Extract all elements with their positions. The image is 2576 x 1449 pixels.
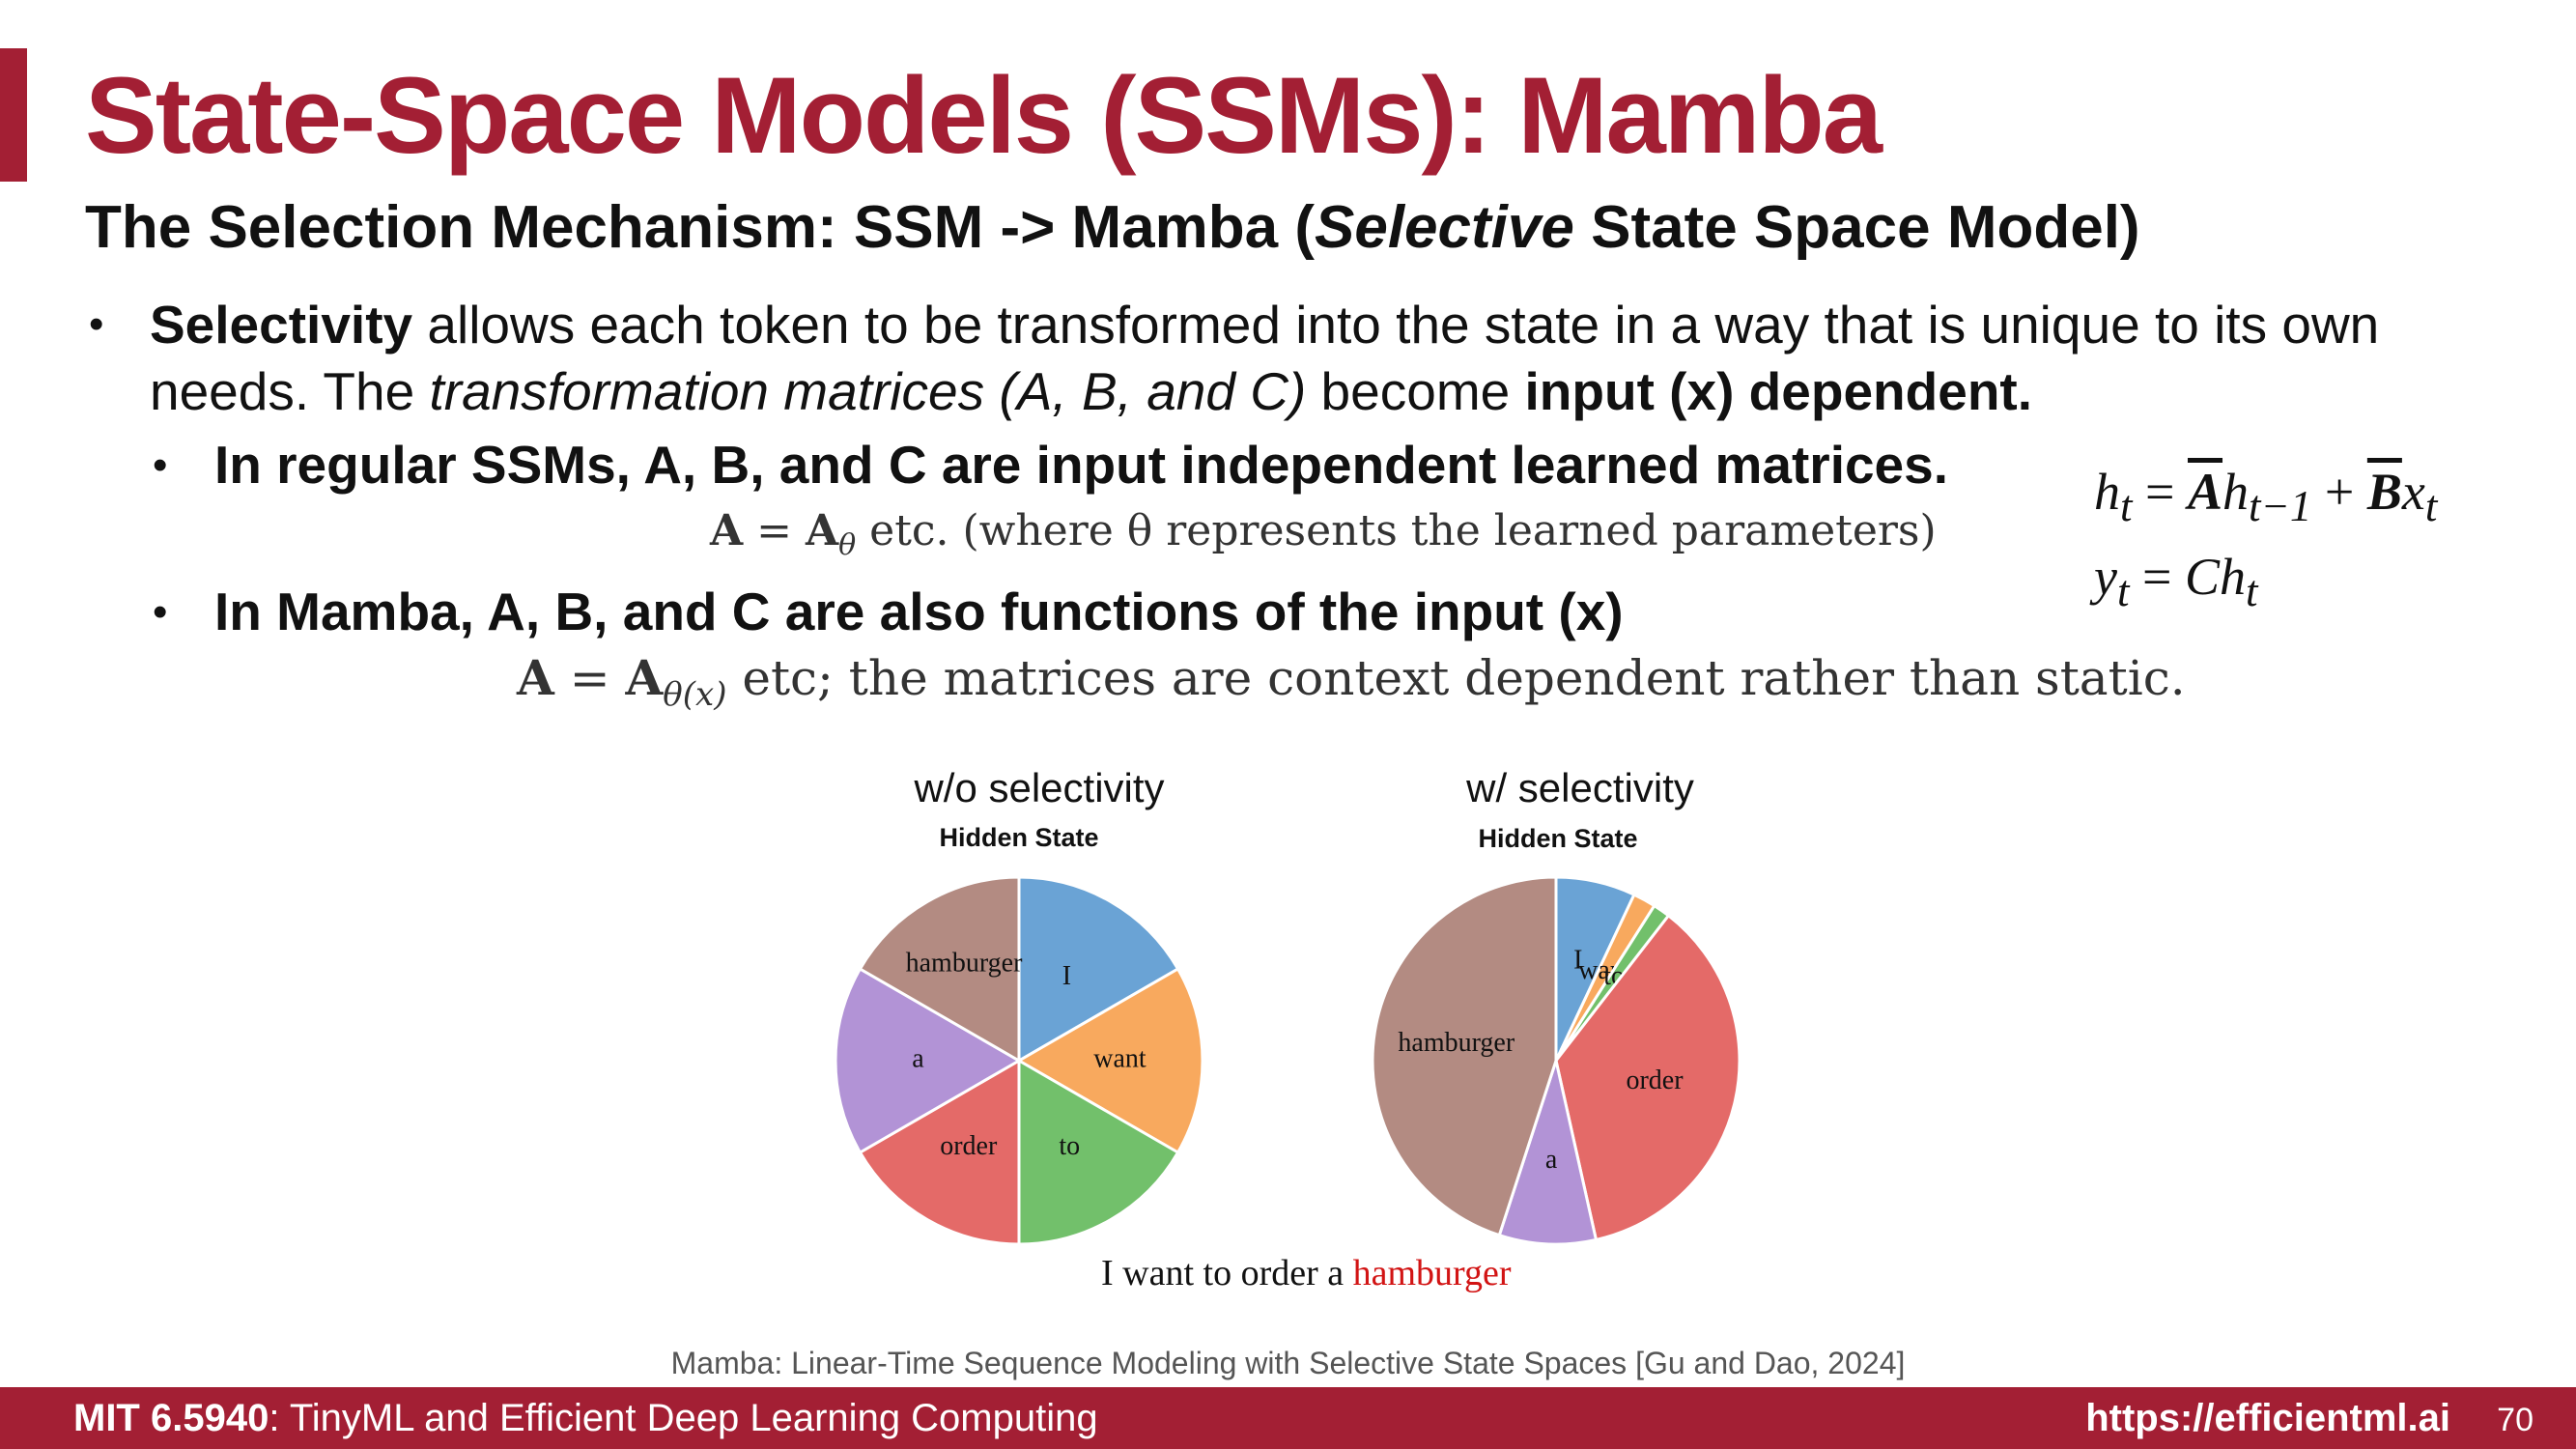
math-lhs: A [710, 506, 744, 555]
slide-subtitle: The Selection Mechanism: SSM -> Mamba (S… [85, 191, 2140, 265]
sub-bullet-dot: • [153, 441, 168, 489]
math-rhs: A [625, 649, 664, 706]
math-rhs: A [805, 506, 839, 555]
eq-sub: t [2116, 566, 2130, 615]
math-eq: = [743, 506, 806, 555]
sentence-text: I want to order a [1101, 1253, 1353, 1293]
bullet-1-line-1: Selectivity allows each token to be tran… [150, 292, 2379, 357]
math-lhs: A [517, 649, 554, 706]
math-sub: θ [838, 527, 857, 562]
sub-bullet-2-math: A = Aθ(x) etc; the matrices are context … [517, 649, 2186, 714]
eq-A-bar: A [2187, 463, 2223, 521]
subtitle-emphasis: Selective [1315, 194, 1574, 261]
pie-slice-I [1017, 875, 1180, 1064]
eq-y: y [2094, 548, 2117, 606]
eq-sub: t−1 [2249, 481, 2312, 530]
pie-slice-order [1554, 913, 1741, 1242]
eq-x: x [2401, 463, 2425, 521]
slide-title: State-Space Models (SSMs): Mamba [85, 55, 1882, 176]
example-sentence: I want to order a hamburger [1101, 1252, 1512, 1294]
pie-label-hamburger: hamburger [906, 949, 1023, 979]
subtitle-part1: The Selection Mechanism: SSM -> Mamba ( [85, 194, 1315, 261]
pie-slice-hamburger [858, 875, 1021, 1064]
eq-sub: t [2120, 481, 2133, 530]
course-name: MIT 6.5940: TinyML and Efficient Deep Le… [73, 1397, 1098, 1439]
citation: Mamba: Linear-Time Sequence Modeling wit… [670, 1346, 1906, 1380]
pie-slice-to [1017, 1058, 1180, 1246]
sub-bullet-dot: • [153, 588, 168, 636]
pie-slice-hamburger [1372, 875, 1558, 1237]
course-title: : TinyML and Efficient Deep Learning Com… [269, 1397, 1098, 1439]
left-chart-title: w/o selectivity [914, 765, 1165, 810]
bullet-1-text-2: needs. The [150, 361, 430, 421]
website-link[interactable]: https://efficientml.ai [2085, 1397, 2450, 1439]
bullet-1-italic: transformation matrices (A, B, and C) [429, 361, 1307, 421]
state-equation: ht = Aht−1 + Bxt [2094, 462, 2437, 531]
right-chart-title: w/ selectivity [1466, 765, 1694, 810]
pie-slice-a [834, 966, 1022, 1155]
eq-sub: t [2245, 566, 2258, 615]
eq-equals: = [2132, 463, 2188, 521]
eq-h: h [2094, 463, 2120, 521]
bullet-1-text-1: allows each token to be transformed into… [412, 295, 2380, 355]
sub-bullet-1-text: In regular SSMs, A, B, and C are input i… [214, 435, 1949, 495]
pie-label-order: order [1626, 1065, 1684, 1095]
pie-label-to: to [1059, 1131, 1080, 1161]
selectivity-term: Selectivity [150, 295, 413, 355]
pie-label-a: a [1545, 1145, 1558, 1175]
sentence-highlight: hamburger [1352, 1253, 1512, 1293]
pie-label-I: I [1573, 945, 1582, 975]
sub-bullet-1-math: A = Aθ etc. (where θ represents the lear… [710, 506, 1937, 562]
left-chart-subtitle: Hidden State [939, 823, 1099, 852]
sub-bullet-2-text: In Mamba, A, B, and C are also functions… [214, 582, 1624, 641]
eq-h: h [2222, 463, 2250, 521]
eq-equals: = [2129, 548, 2185, 606]
math-tail: etc; the matrices are context dependent … [726, 650, 2186, 706]
pie-slice-order [858, 1058, 1021, 1246]
math-tail: etc. (where θ represents the learned par… [856, 506, 1937, 555]
bullet-1-line-2: needs. The transformation matrices (A, B… [150, 358, 2032, 424]
eq-Ch: Ch [2184, 548, 2246, 606]
output-equation: yt = Cht [2094, 547, 2258, 616]
course-code: MIT 6.5940 [73, 1397, 269, 1439]
bullet-1-text-3: become [1306, 361, 1525, 421]
pie-label-I: I [1062, 961, 1071, 991]
footer-bar: MIT 6.5940: TinyML and Efficient Deep Le… [0, 1387, 2576, 1449]
right-chart-subtitle: Hidden State [1478, 824, 1638, 853]
pie-label-a: a [912, 1043, 924, 1073]
eq-B-bar: B [2366, 463, 2402, 521]
bullet-dot: • [89, 300, 104, 348]
eq-sub: t [2424, 481, 2438, 530]
math-sub: θ(x) [663, 675, 727, 714]
pie-slice-want [1015, 966, 1204, 1155]
subtitle-part2: State Space Model) [1573, 194, 2140, 261]
pie-label-want: want [1093, 1043, 1146, 1073]
title-accent-bar [0, 48, 27, 182]
math-eq: = [553, 650, 626, 706]
pie-label-hamburger: hamburger [1398, 1028, 1514, 1058]
pie-label-order: order [940, 1131, 998, 1161]
pie-slice-a [1497, 1055, 1599, 1246]
page-number: 70 [2497, 1402, 2534, 1438]
eq-plus: + [2311, 463, 2367, 521]
bullet-1-bold-2: input (x) dependent. [1524, 361, 2033, 421]
